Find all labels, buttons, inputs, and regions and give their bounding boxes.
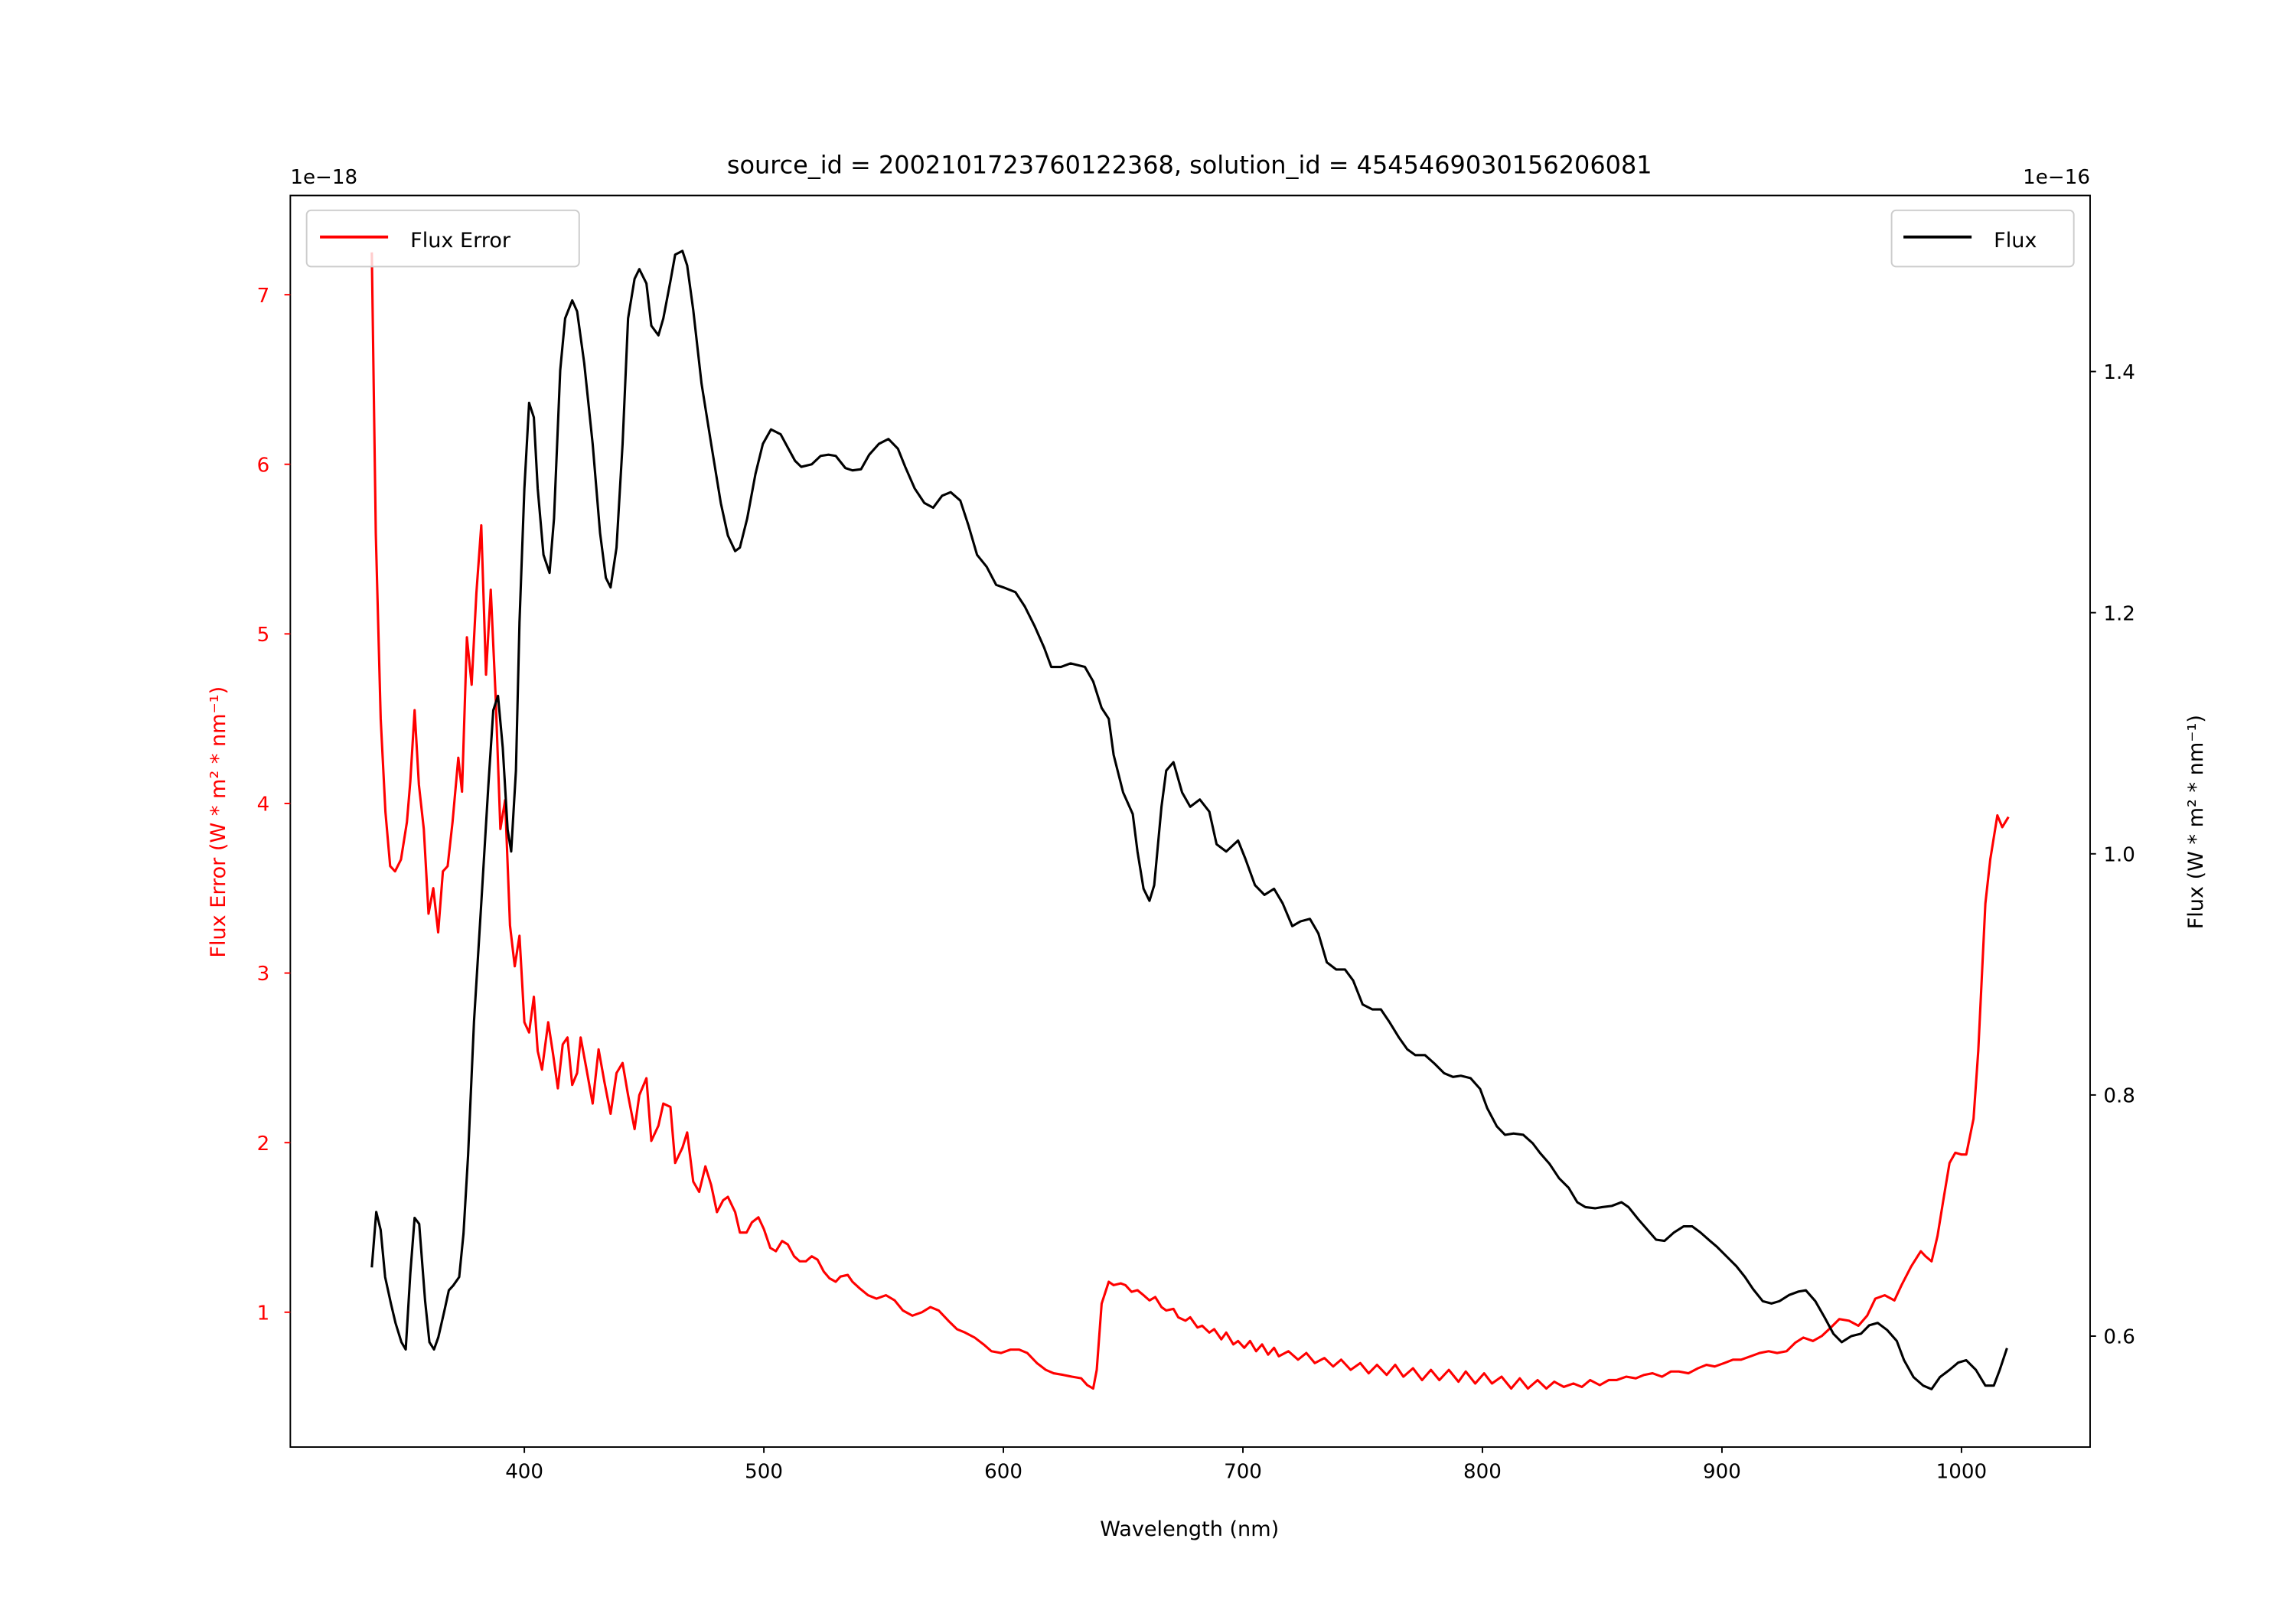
- x-axis-label: Wavelength (nm): [1100, 1517, 1279, 1541]
- right-axis-offset: 1e−16: [2023, 166, 2090, 189]
- plot-frame: [289, 194, 2091, 1448]
- left-y-tick-label: 2: [257, 1133, 270, 1156]
- series-line-flux-error: [370, 252, 2010, 1390]
- left-y-tick-label: 7: [257, 285, 270, 308]
- chart-title: source_id = 2002101723760122368, solutio…: [727, 150, 1652, 179]
- ticks-layer: 400 500 600 700 800 900 1000 1 2 3 4 5 6 7 0.6 0.8 1.0 1.…: [257, 285, 2135, 1484]
- right-y-tick-label: 0.8: [2103, 1085, 2135, 1108]
- x-tick-label: 800: [1463, 1461, 1502, 1484]
- left-y-tick-label: 4: [257, 794, 270, 817]
- x-tick-label: 500: [745, 1461, 783, 1484]
- left-y-tick-label: 3: [257, 963, 270, 986]
- x-tick-label: 700: [1224, 1461, 1262, 1484]
- legend-frame: [305, 209, 580, 268]
- x-tick-label: 900: [1703, 1461, 1741, 1484]
- legend-frame: [1890, 209, 2075, 268]
- legend-label-flux-error: Flux Error: [410, 229, 511, 253]
- x-tick-label: 1000: [1936, 1461, 1987, 1484]
- series-line-flux: [370, 249, 2008, 1390]
- left-y-tick-label: 1: [257, 1302, 270, 1325]
- right-y-tick-label: 1.2: [2103, 602, 2135, 625]
- left-axis-offset: 1e−18: [290, 166, 357, 189]
- legend-label-flux: Flux: [1994, 229, 2037, 253]
- legend-flux: Flux: [1890, 209, 2075, 268]
- left-y-tick-label: 6: [257, 454, 270, 477]
- right-y-tick-label: 1.0: [2103, 843, 2135, 866]
- right-y-tick-label: 1.4: [2103, 361, 2135, 384]
- series-layer: [370, 249, 2010, 1390]
- legend-flux-error: Flux Error: [305, 209, 580, 268]
- x-tick-label: 600: [984, 1461, 1022, 1484]
- right-y-axis-label: Flux (W * m² * nm⁻¹): [2184, 715, 2208, 929]
- left-y-tick-label: 5: [257, 624, 270, 647]
- x-tick-label: 400: [505, 1461, 543, 1484]
- left-y-axis-label: Flux Error (W * m² * nm⁻¹): [207, 686, 230, 958]
- right-y-tick-label: 0.6: [2103, 1326, 2135, 1349]
